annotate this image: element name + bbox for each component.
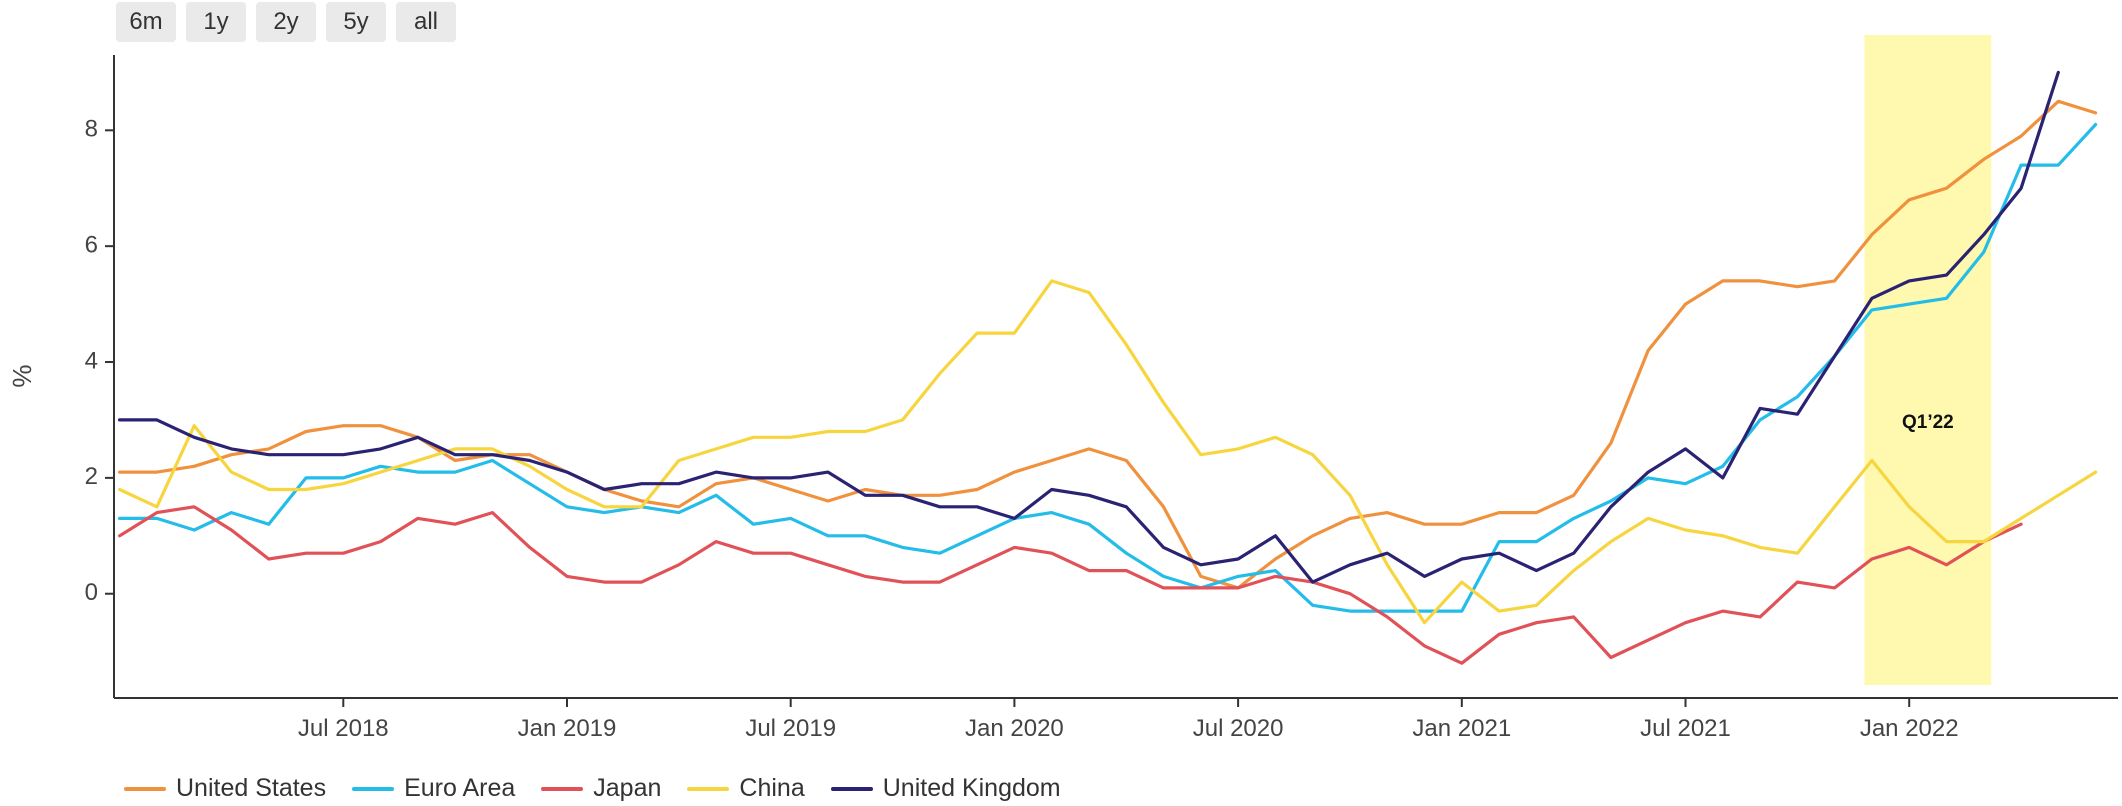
q1-22-annotation: Q1’22 <box>1902 412 1954 433</box>
legend-swatch-euro-area <box>352 786 395 791</box>
legend-swatch-japan <box>541 786 584 791</box>
x-ticks: Jul 2018 Jan 2019 Jul 2019 Jan 2020 Jul 2020… <box>298 698 1959 742</box>
legend-label-united-kingdom: United Kingdom <box>882 774 1061 802</box>
y-ticks: 0 2 4 6 8 <box>85 116 114 606</box>
x-tick-label: Jan 2021 <box>1412 715 1511 742</box>
y-axis-label: % <box>7 364 37 387</box>
legend-swatch-united-states <box>124 786 166 791</box>
legend-item-china[interactable]: China <box>687 774 805 803</box>
x-tick-label: Jul 2020 <box>1193 715 1284 742</box>
x-tick-label: Jul 2019 <box>745 715 836 742</box>
x-tick-label: Jan 2020 <box>965 715 1064 742</box>
legend-swatch-united-kingdom <box>830 786 873 791</box>
chart-legend: United States Euro Area Japan China Unit… <box>124 774 1061 803</box>
range-selector: 6m 1y 2y 5y all <box>116 2 456 42</box>
range-1y-button[interactable]: 1y <box>186 2 246 42</box>
legend-label-japan: Japan <box>593 774 662 802</box>
legend-item-united-states[interactable]: United States <box>124 774 326 803</box>
legend-item-euro-area[interactable]: Euro Area <box>352 774 515 803</box>
y-tick-label: 2 <box>85 463 98 490</box>
range-5y-button[interactable]: 5y <box>326 2 386 42</box>
series-line-united-kingdom <box>117 70 2060 584</box>
legend-swatch-china <box>687 786 730 791</box>
series-line-united-states <box>117 99 2098 590</box>
legend-label-united-states: United States <box>176 774 327 802</box>
series-lines <box>117 70 2098 665</box>
highlight-band-layer <box>1864 35 1992 685</box>
legend-item-united-kingdom[interactable]: United Kingdom <box>830 774 1061 803</box>
range-all-button[interactable]: all <box>396 2 456 42</box>
legend-label-china: China <box>739 774 805 802</box>
x-tick-label: Jul 2021 <box>1640 715 1731 742</box>
x-tick-label: Jan 2019 <box>518 715 617 742</box>
legend-item-japan[interactable]: Japan <box>541 774 661 803</box>
y-tick-label: 4 <box>85 347 98 374</box>
x-tick-label: Jan 2022 <box>1860 715 1959 742</box>
series-line-euro-area <box>117 122 2098 613</box>
x-tick-label: Jul 2018 <box>298 715 389 742</box>
series-line-japan <box>117 505 2023 665</box>
range-6m-button[interactable]: 6m <box>116 2 176 42</box>
legend-label-euro-area: Euro Area <box>404 774 516 802</box>
axes <box>113 55 2118 699</box>
y-tick-label: 0 <box>85 579 98 606</box>
y-tick-label: 8 <box>85 116 98 143</box>
y-tick-label: 6 <box>85 232 98 259</box>
q1-22-highlight-band <box>1864 35 1992 685</box>
range-2y-button[interactable]: 2y <box>256 2 316 42</box>
